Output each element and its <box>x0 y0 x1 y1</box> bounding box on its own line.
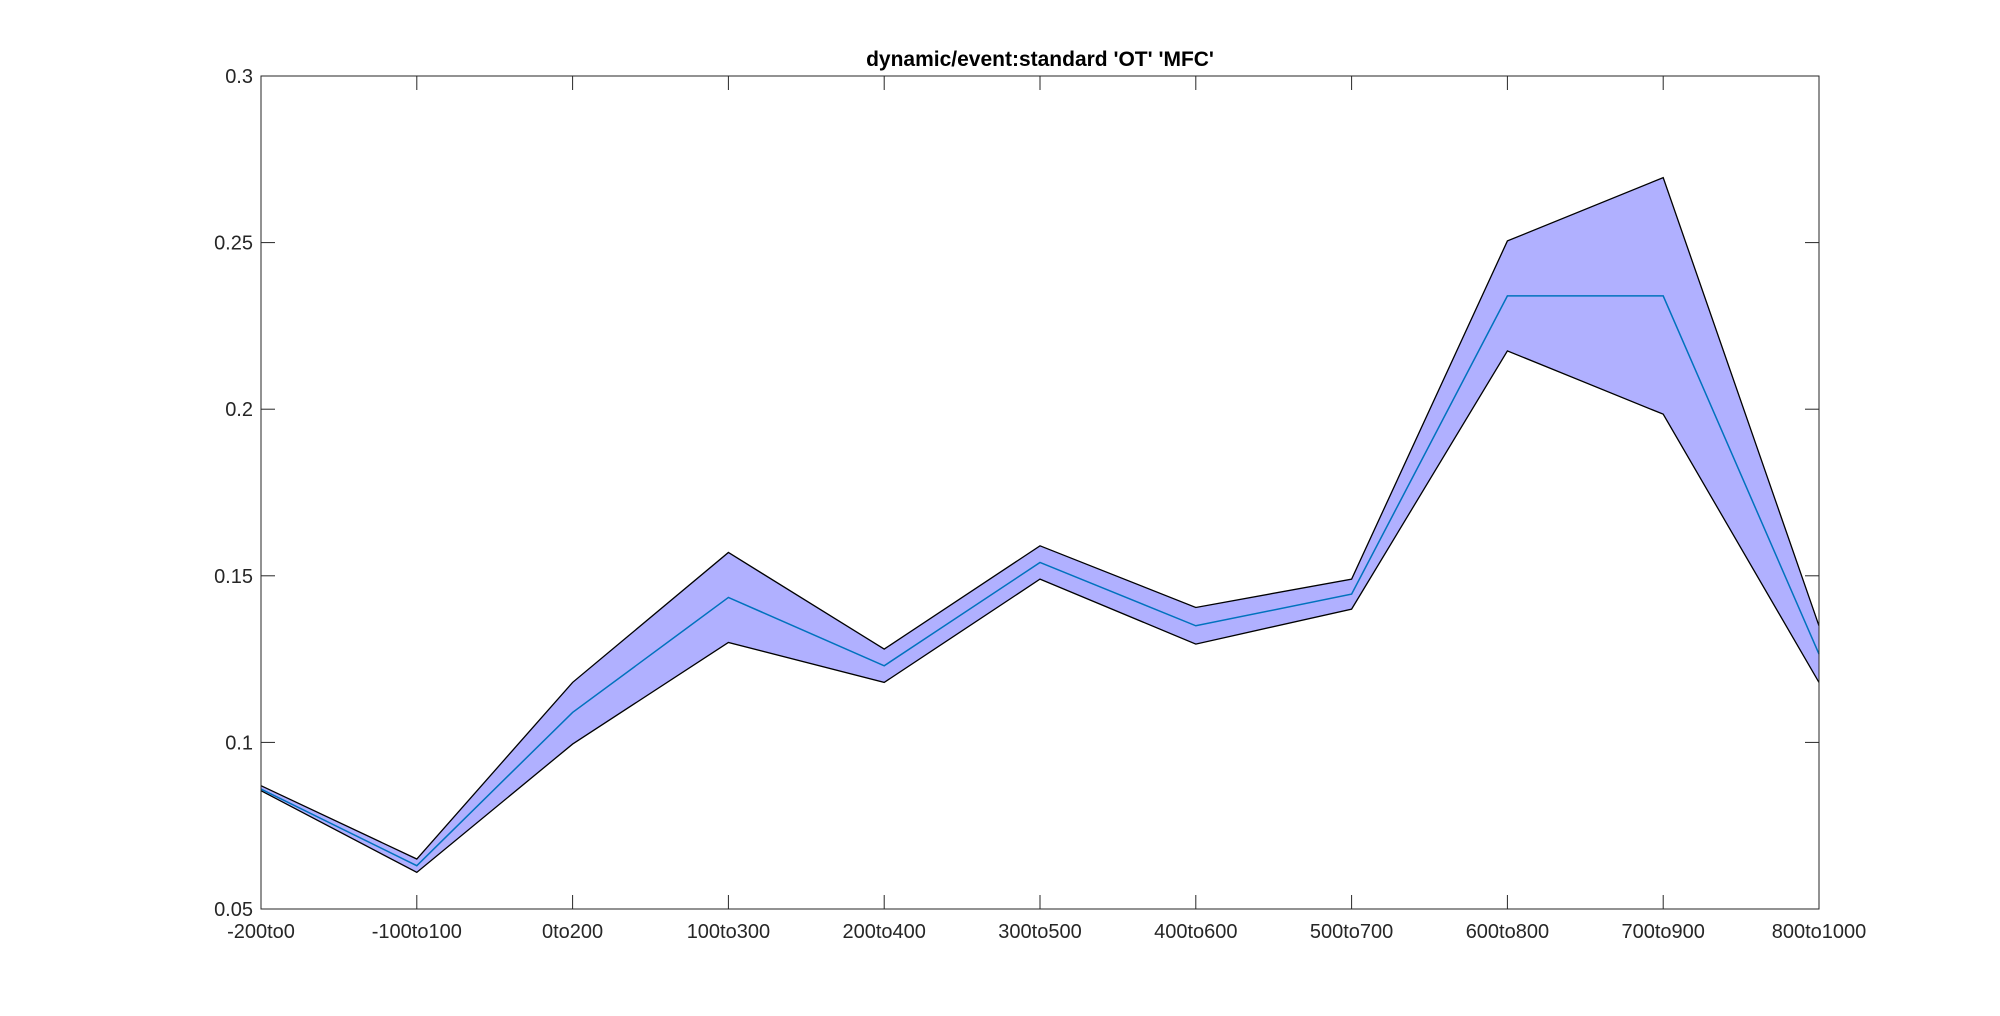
x-tick-label: 0to200 <box>542 921 603 943</box>
upper-bound-line <box>260 176 1820 860</box>
x-tick-label: -100to100 <box>372 921 462 943</box>
plot-area <box>260 176 1820 874</box>
x-tick-label: -200to0 <box>227 921 295 943</box>
x-tick-label: 200to400 <box>842 921 925 943</box>
y-tick-label: 0.05 <box>214 899 253 921</box>
confidence-band <box>261 177 1819 873</box>
lower-bound-line <box>260 350 1820 874</box>
axes: -200to0 -100to100 0to200 100to300 200to400 30… <box>214 66 1866 943</box>
chart-title: dynamic/event:standard 'OT' 'MFC' <box>866 48 1214 71</box>
y-tick-label: 0.15 <box>214 566 253 588</box>
x-tick-label: 600to800 <box>1466 921 1549 943</box>
x-tick-label: 800to1000 <box>1772 921 1867 943</box>
y-tick-label: 0.25 <box>214 233 253 255</box>
x-tick-label: 700to900 <box>1621 921 1704 943</box>
y-tick-label: 0.2 <box>225 399 253 421</box>
x-tick-label: 500to700 <box>1310 921 1393 943</box>
y-tick-label: 0.1 <box>225 732 253 754</box>
x-tick-label: 300to500 <box>998 921 1081 943</box>
x-tick-label: 400to600 <box>1154 921 1237 943</box>
x-tick-label: 100to300 <box>687 921 770 943</box>
mean-line <box>260 295 1820 867</box>
y-tick-label: 0.3 <box>225 66 253 88</box>
